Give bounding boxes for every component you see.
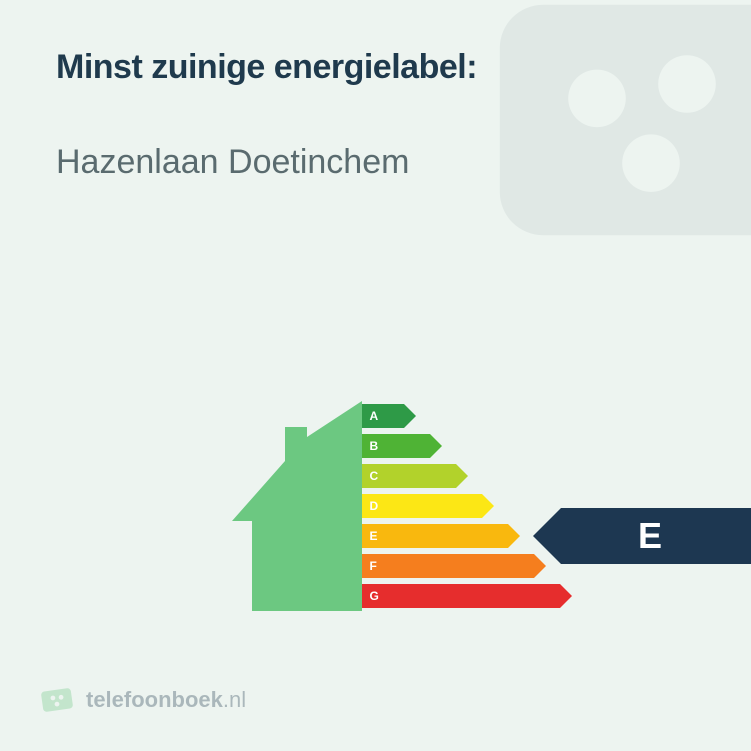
- rating-letter: E: [561, 508, 751, 564]
- brand-name: telefoonboek: [86, 687, 223, 712]
- title: Minst zuinige energielabel:: [56, 48, 695, 87]
- bar-arrow-icon: [430, 434, 442, 458]
- rating-indicator: E: [533, 508, 751, 564]
- energy-bar-a: A: [362, 404, 560, 428]
- bar-arrow-icon: [482, 494, 494, 518]
- subtitle: Hazenlaan Doetinchem: [56, 143, 695, 182]
- energy-bar-d: D: [362, 494, 560, 518]
- energy-bar-label: D: [362, 494, 482, 518]
- house-icon: [232, 401, 362, 611]
- energy-bar-label: F: [362, 554, 534, 578]
- bar-arrow-icon: [404, 404, 416, 428]
- energy-bar-g: G: [362, 584, 560, 608]
- footer: telefoonboek.nl: [40, 683, 246, 717]
- energy-bar-label: G: [362, 584, 560, 608]
- infographic-card: Minst zuinige energielabel: Hazenlaan Do…: [0, 0, 751, 751]
- brand-logo-icon: [40, 683, 74, 717]
- energy-bar-label: E: [362, 524, 508, 548]
- brand-text: telefoonboek.nl: [86, 687, 246, 713]
- energy-bar-f: F: [362, 554, 560, 578]
- bar-arrow-icon: [508, 524, 520, 548]
- energy-bar-label: B: [362, 434, 430, 458]
- brand-tld: .nl: [223, 687, 246, 712]
- energy-bar-e: E: [362, 524, 560, 548]
- bar-arrow-icon: [560, 584, 572, 608]
- energy-bars: ABCDEFG: [362, 404, 560, 608]
- energy-bar-b: B: [362, 434, 560, 458]
- indicator-arrow-icon: [533, 508, 561, 564]
- energy-bar-label: A: [362, 404, 404, 428]
- energy-bar-c: C: [362, 464, 560, 488]
- bar-arrow-icon: [456, 464, 468, 488]
- energy-chart: ABCDEFG E: [0, 391, 751, 621]
- energy-bar-label: C: [362, 464, 456, 488]
